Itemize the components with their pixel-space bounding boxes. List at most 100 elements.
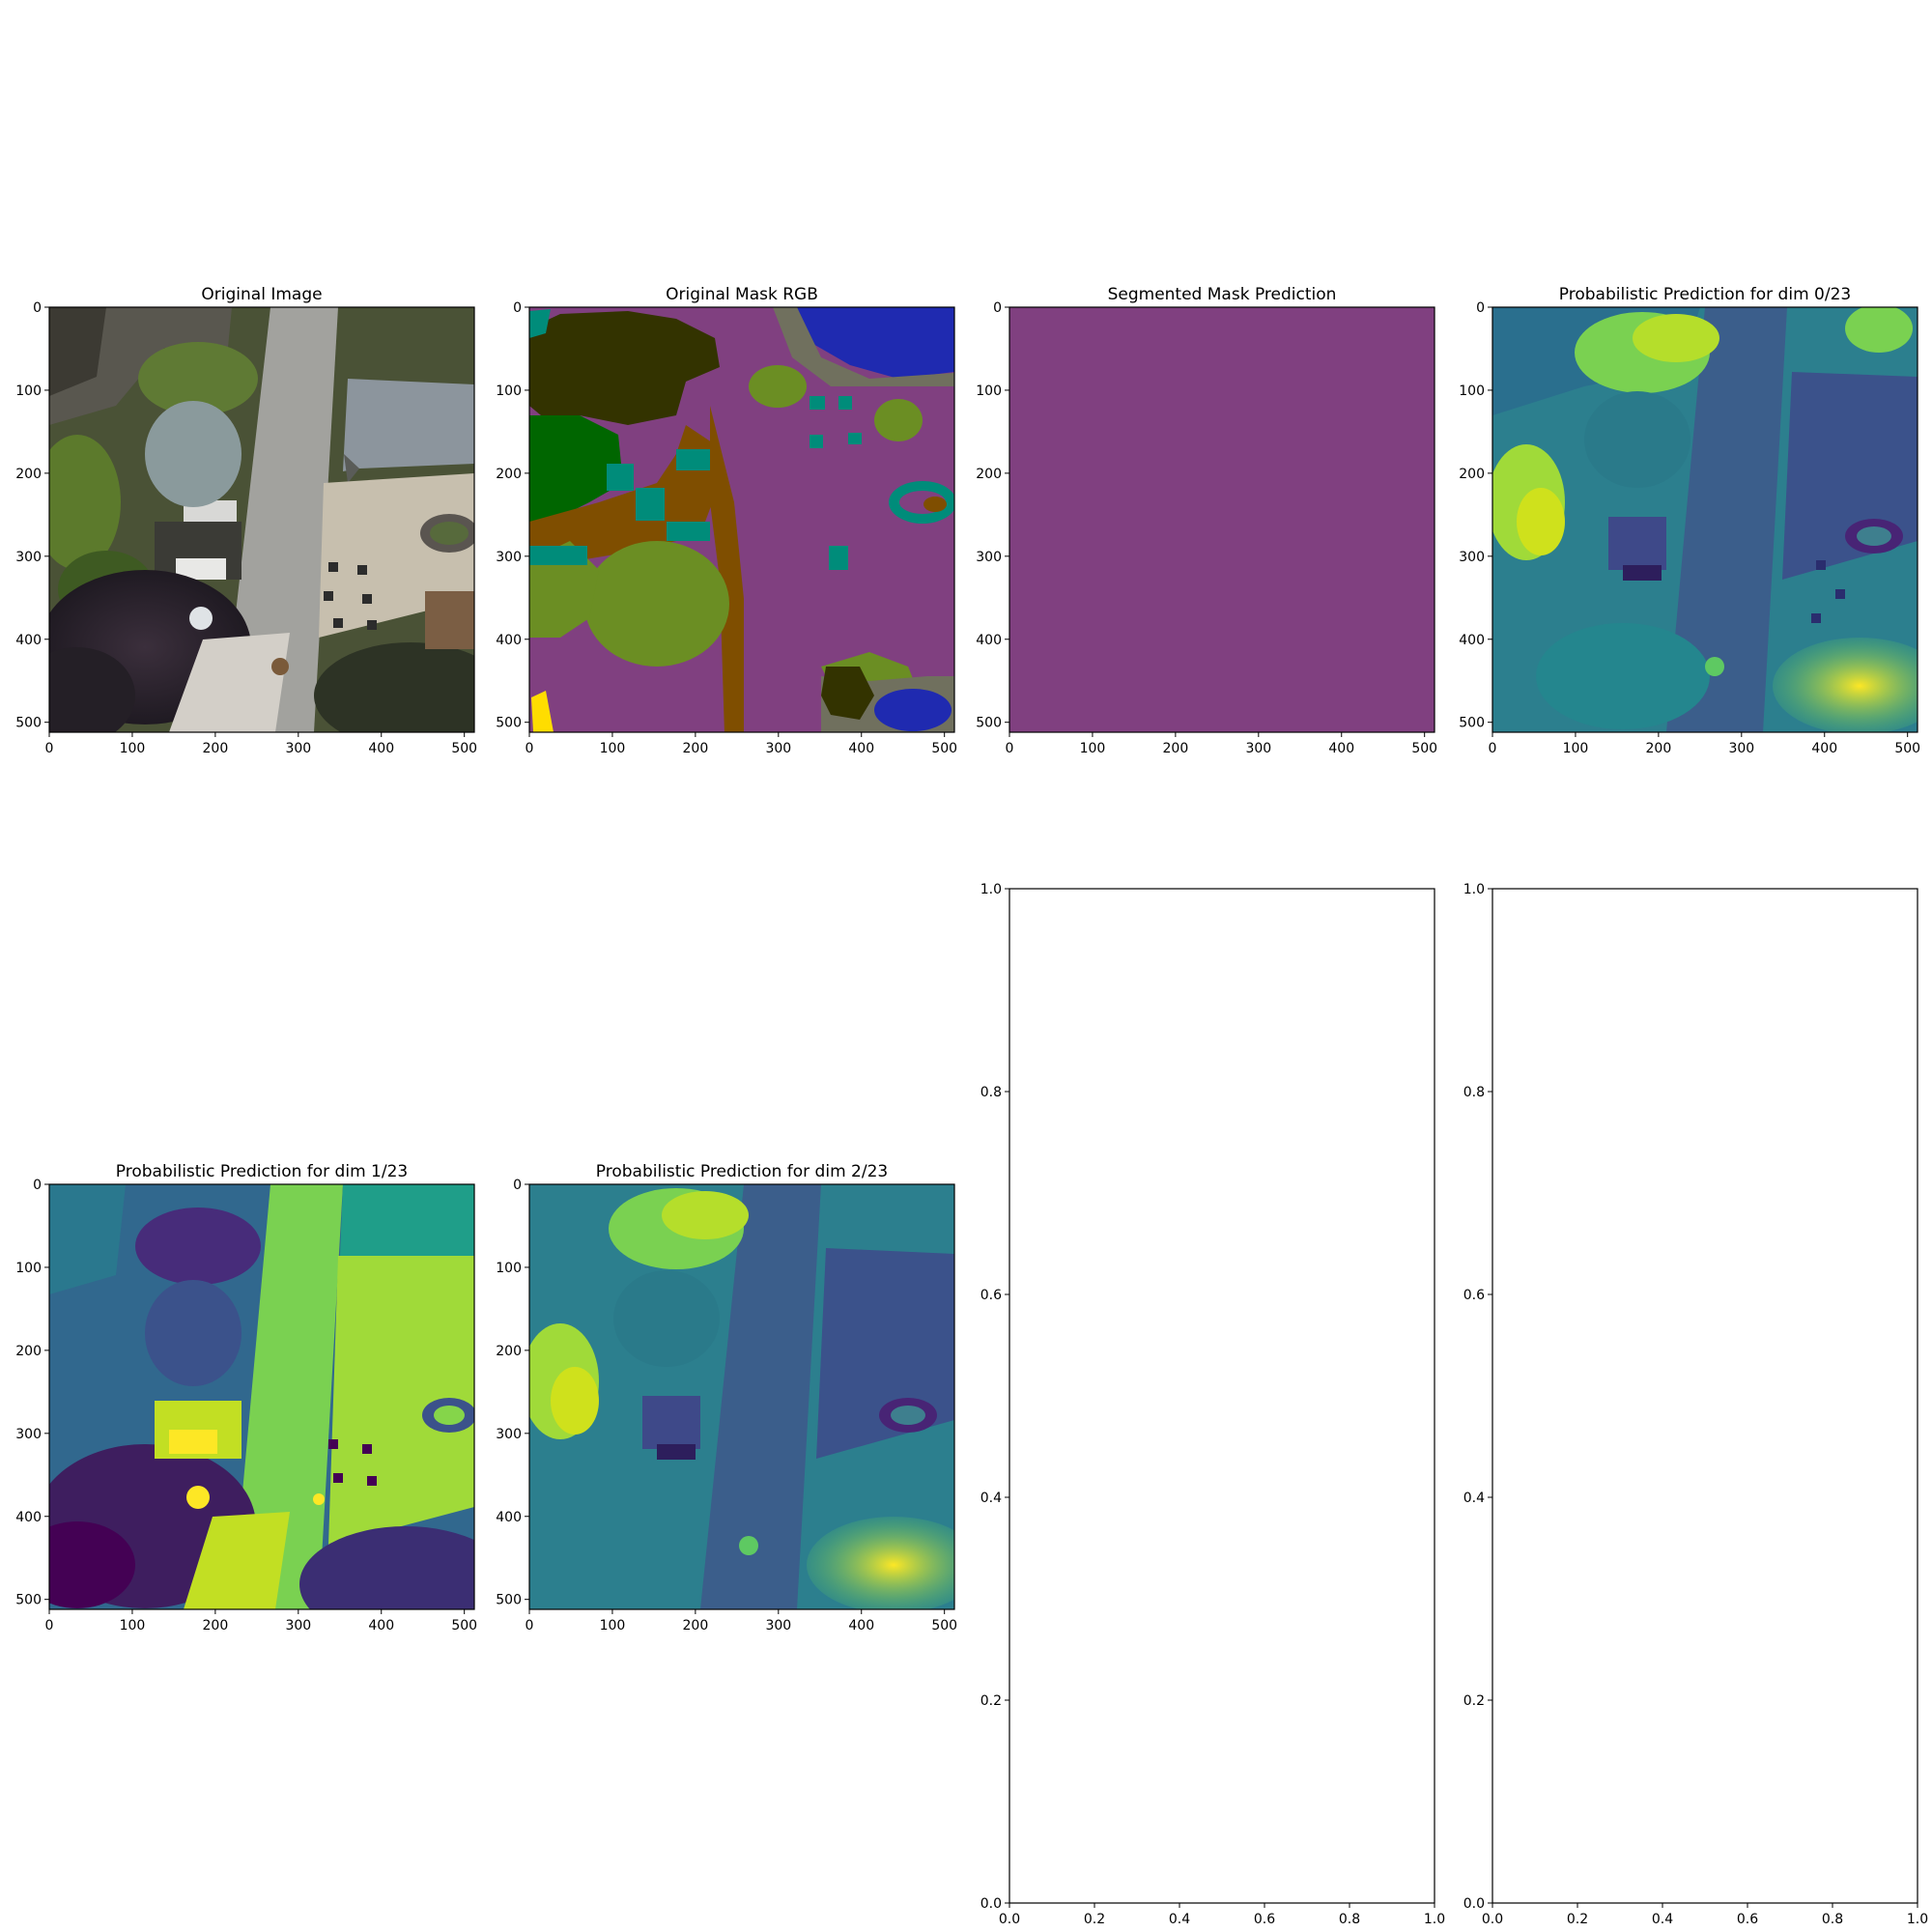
y-tick-label: 200 bbox=[496, 1344, 522, 1359]
x-tick-label: 500 bbox=[1411, 741, 1437, 756]
x-tick-label: 500 bbox=[451, 741, 477, 756]
y-tick-label: 100 bbox=[496, 1261, 522, 1276]
image-original-photo bbox=[49, 307, 474, 732]
x-tick-label: 100 bbox=[1080, 741, 1106, 756]
x-tick-label: 400 bbox=[848, 741, 874, 756]
x-tick-label: 0 bbox=[1006, 741, 1014, 756]
y-tick-label: 500 bbox=[1459, 716, 1485, 731]
panel-prob-dim-1: Probabilistic Prediction for dim 1/23 bbox=[48, 1162, 475, 1610]
y-tick-label: 0 bbox=[33, 1178, 42, 1193]
x-tick-label: 300 bbox=[285, 1618, 311, 1634]
axes-frame bbox=[48, 1183, 475, 1610]
image-original-mask bbox=[529, 307, 954, 732]
x-tick-label: 200 bbox=[1163, 741, 1189, 756]
y-tick-label: 0.8 bbox=[980, 1085, 1002, 1100]
y-tick-label: 100 bbox=[496, 384, 522, 399]
x-tick-label: 200 bbox=[1646, 741, 1672, 756]
x-tick-label: 0.6 bbox=[1254, 1912, 1275, 1927]
panel-title: Original Mask RGB bbox=[666, 285, 818, 304]
x-tick-label: 100 bbox=[1563, 741, 1589, 756]
y-tick-label: 300 bbox=[1459, 550, 1485, 565]
y-tick-label: 100 bbox=[15, 384, 42, 399]
x-tick-label: 200 bbox=[203, 1618, 229, 1634]
x-tick-label: 300 bbox=[285, 741, 311, 756]
x-tick-label: 0.4 bbox=[1652, 1912, 1673, 1927]
x-tick-label: 500 bbox=[931, 741, 957, 756]
y-tick-label: 100 bbox=[1459, 384, 1485, 399]
x-tick-label: 0 bbox=[45, 741, 54, 756]
y-tick-label: 0.4 bbox=[980, 1491, 1002, 1506]
y-tick-label: 0.0 bbox=[1463, 1896, 1485, 1912]
panel-empty-axes-1 bbox=[1009, 888, 1435, 1904]
axes-frame bbox=[1492, 306, 1918, 733]
x-tick-label: 200 bbox=[203, 741, 229, 756]
y-tick-label: 500 bbox=[15, 716, 42, 731]
y-tick-label: 0 bbox=[513, 300, 522, 316]
y-tick-label: 0.6 bbox=[980, 1288, 1002, 1303]
y-tick-label: 400 bbox=[15, 1510, 42, 1525]
x-tick-label: 300 bbox=[1728, 741, 1754, 756]
panel-original-image: Original Image bbox=[48, 285, 475, 733]
x-tick-label: 100 bbox=[120, 741, 146, 756]
y-tick-label: 400 bbox=[1459, 633, 1485, 648]
y-tick-label: 400 bbox=[496, 1510, 522, 1525]
y-tick-label: 300 bbox=[15, 1427, 42, 1442]
x-tick-label: 0 bbox=[1489, 741, 1497, 756]
panel-title: Probabilistic Prediction for dim 1/23 bbox=[116, 1162, 408, 1181]
axes-frame bbox=[1009, 306, 1435, 733]
y-tick-label: 0 bbox=[1476, 300, 1485, 316]
x-tick-label: 100 bbox=[600, 1618, 626, 1634]
x-tick-label: 500 bbox=[1894, 741, 1920, 756]
y-tick-label: 0.6 bbox=[1463, 1288, 1485, 1303]
x-tick-label: 0 bbox=[526, 741, 534, 756]
x-tick-label: 0.4 bbox=[1169, 1912, 1190, 1927]
x-tick-label: 300 bbox=[1245, 741, 1271, 756]
axes-frame bbox=[528, 1183, 955, 1610]
x-tick-label: 300 bbox=[765, 1618, 791, 1634]
panel-original-mask: Original Mask RGB bbox=[528, 285, 955, 733]
y-tick-label: 400 bbox=[15, 633, 42, 648]
panel-title: Probabilistic Prediction for dim 0/23 bbox=[1559, 285, 1851, 304]
axes-frame bbox=[528, 306, 955, 733]
y-tick-label: 0 bbox=[993, 300, 1002, 316]
y-tick-label: 300 bbox=[976, 550, 1002, 565]
y-tick-label: 400 bbox=[976, 633, 1002, 648]
panel-title: Probabilistic Prediction for dim 2/23 bbox=[596, 1162, 888, 1181]
x-tick-label: 0.8 bbox=[1339, 1912, 1360, 1927]
x-tick-label: 400 bbox=[1328, 741, 1354, 756]
y-tick-label: 0.4 bbox=[1463, 1491, 1485, 1506]
panel-title: Original Image bbox=[201, 285, 322, 304]
y-tick-label: 100 bbox=[976, 384, 1002, 399]
y-tick-label: 300 bbox=[496, 1427, 522, 1442]
y-tick-label: 0.2 bbox=[980, 1693, 1002, 1709]
y-tick-label: 200 bbox=[1459, 467, 1485, 482]
x-tick-label: 200 bbox=[683, 741, 709, 756]
y-tick-label: 0 bbox=[513, 1178, 522, 1193]
y-tick-label: 200 bbox=[15, 467, 42, 482]
y-tick-label: 0.8 bbox=[1463, 1085, 1485, 1100]
y-tick-label: 500 bbox=[496, 716, 522, 731]
x-tick-label: 1.0 bbox=[1424, 1912, 1445, 1927]
x-tick-label: 400 bbox=[848, 1618, 874, 1634]
y-tick-label: 300 bbox=[496, 550, 522, 565]
y-tick-label: 400 bbox=[496, 633, 522, 648]
y-tick-label: 500 bbox=[496, 1593, 522, 1608]
y-tick-label: 0.0 bbox=[980, 1896, 1002, 1912]
heatmap-prob-dim-0 bbox=[1492, 307, 1918, 732]
panel-prob-dim-0: Probabilistic Prediction for dim 0/23 bbox=[1492, 285, 1918, 733]
x-tick-label: 400 bbox=[1811, 741, 1837, 756]
axes-frame bbox=[1009, 888, 1435, 1904]
x-tick-label: 500 bbox=[931, 1618, 957, 1634]
x-tick-label: 200 bbox=[683, 1618, 709, 1634]
x-tick-label: 0.0 bbox=[999, 1912, 1020, 1927]
y-tick-label: 1.0 bbox=[1463, 882, 1485, 897]
y-tick-label: 1.0 bbox=[980, 882, 1002, 897]
x-tick-label: 300 bbox=[765, 741, 791, 756]
image-segmented-prediction bbox=[1009, 307, 1435, 732]
y-tick-label: 500 bbox=[15, 1593, 42, 1608]
y-tick-label: 200 bbox=[15, 1344, 42, 1359]
y-tick-label: 200 bbox=[496, 467, 522, 482]
x-tick-label: 1.0 bbox=[1907, 1912, 1928, 1927]
x-tick-label: 0.2 bbox=[1567, 1912, 1588, 1927]
